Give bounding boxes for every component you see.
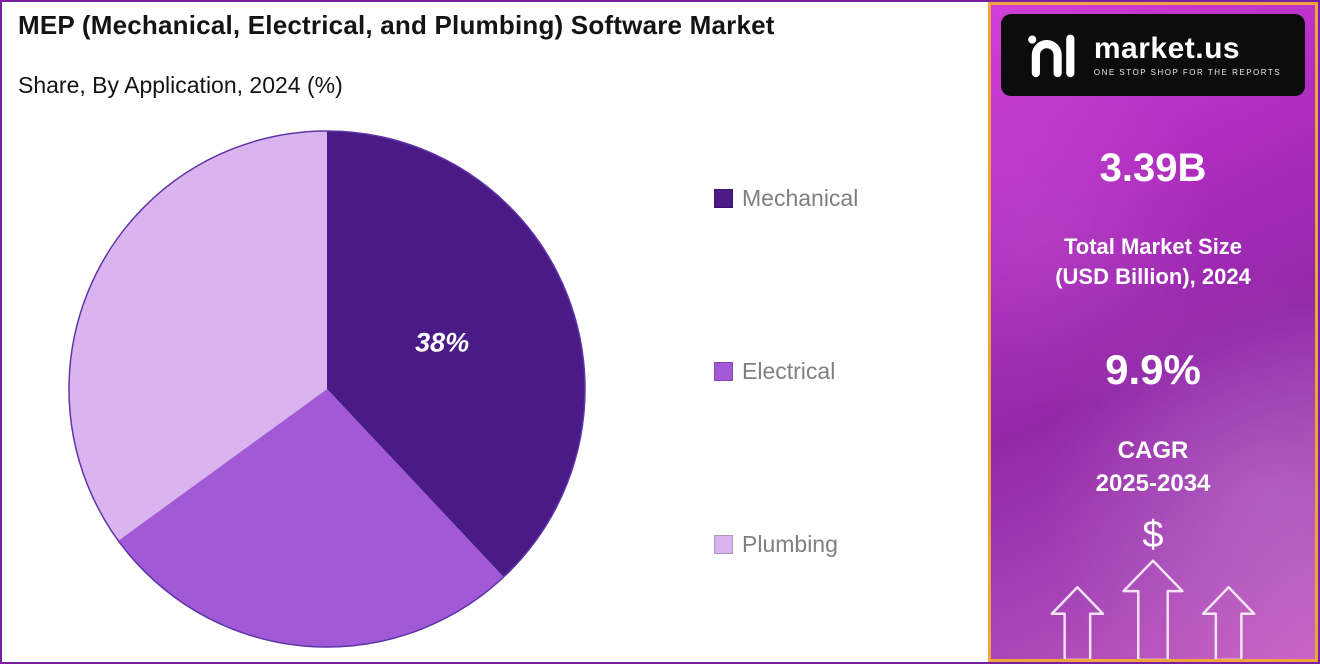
legend: Mechanical Electrical Plumbing xyxy=(714,185,858,558)
market-size-label-line1: Total Market Size xyxy=(1063,234,1243,259)
legend-label-mechanical: Mechanical xyxy=(742,185,859,211)
chart-title: MEP (Mechanical, Electrical, and Plumbin… xyxy=(18,10,775,40)
brand-sidebar: market.us ONE STOP SHOP FOR THE REPORTS … xyxy=(988,2,1318,662)
chart-panel: MEP (Mechanical, Electrical, and Plumbin… xyxy=(2,2,988,662)
brand-logo: market.us ONE STOP SHOP FOR THE REPORTS xyxy=(1001,14,1305,96)
market-size-value: 3.39B xyxy=(1099,146,1207,190)
pie-chart-svg xyxy=(68,130,586,648)
plumbing-swatch-icon xyxy=(714,535,733,554)
brand-tagline: ONE STOP SHOP FOR THE REPORTS xyxy=(1093,67,1282,77)
cagr-label: CAGR 2025-2034 xyxy=(1096,435,1211,500)
pie-chart: 38% xyxy=(66,128,588,650)
brand-name: market.us xyxy=(1093,31,1241,65)
legend-label-electrical: Electrical xyxy=(742,358,836,384)
pie-outline xyxy=(68,130,586,648)
marketus-logo-icon xyxy=(1028,34,1075,78)
legend-item-mechanical: Mechanical xyxy=(714,185,858,212)
electrical-swatch-icon xyxy=(714,362,733,381)
legend-item-plumbing: Plumbing xyxy=(714,531,858,558)
pie-data-label: 38% xyxy=(415,327,470,358)
growth-arrows-icon xyxy=(1050,559,1256,659)
mechanical-swatch-icon xyxy=(714,189,733,208)
dollar-icon: $ xyxy=(1142,514,1164,557)
market-size-label-line2: (USD Billion), 2024 xyxy=(1055,263,1251,289)
brand-text: market.us ONE STOP SHOP FOR THE REPORTS xyxy=(1093,31,1282,77)
legend-label-plumbing: Plumbing xyxy=(742,531,838,557)
cagr-label-line1: CAGR xyxy=(1117,437,1189,465)
chart-subtitle: Share, By Application, 2024 (%) xyxy=(18,72,343,98)
pie-slice-electrical xyxy=(118,389,504,647)
pie-slice-mechanical xyxy=(327,131,585,578)
pie-slice-plumbing xyxy=(68,131,327,541)
cagr-value: 9.9% xyxy=(1105,346,1201,394)
legend-item-electrical: Electrical xyxy=(714,358,858,385)
market-size-label: Total Market Size (USD Billion), 2024 xyxy=(1055,232,1251,291)
cagr-label-line2: 2025-2034 xyxy=(1095,469,1211,497)
